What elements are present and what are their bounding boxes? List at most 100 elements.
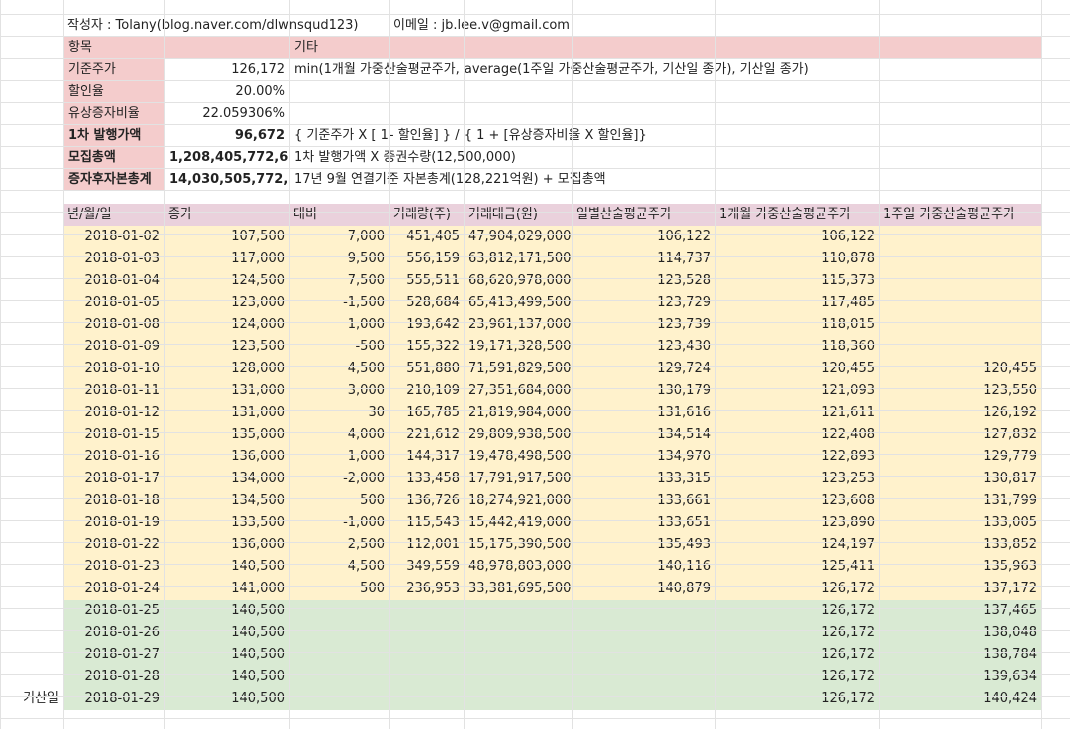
cell-daily-avg[interactable] (572, 688, 715, 710)
cell-1m-avg[interactable]: 121,093 (715, 380, 879, 402)
cell-daily-avg[interactable]: 106,122 (572, 226, 715, 248)
cell-close[interactable]: 131,000 (164, 380, 289, 402)
cell-diff[interactable] (289, 644, 389, 666)
cell-amount[interactable]: 47,904,029,000 (464, 226, 572, 248)
cell-close[interactable]: 141,000 (164, 578, 289, 600)
cell-1w-avg[interactable]: 131,799 (879, 490, 1041, 512)
cell-diff[interactable]: -1,000 (289, 512, 389, 534)
cell-diff[interactable]: 7,500 (289, 270, 389, 292)
cell-date[interactable]: 2018-01-16 (63, 446, 164, 468)
cell-1m-avg[interactable]: 122,408 (715, 424, 879, 446)
cell-1w-avg[interactable]: 120,455 (879, 358, 1041, 380)
cell-close[interactable]: 140,500 (164, 556, 289, 578)
cell-date[interactable]: 2018-01-29 (63, 688, 164, 710)
summary-header-blank[interactable] (164, 36, 289, 58)
cell-1w-avg[interactable]: 137,465 (879, 600, 1041, 622)
cell-date[interactable]: 2018-01-27 (63, 644, 164, 666)
cell-daily-avg[interactable]: 123,729 (572, 292, 715, 314)
cell-close[interactable]: 124,000 (164, 314, 289, 336)
cell-1w-avg[interactable]: 138,784 (879, 644, 1041, 666)
cell-1w-avg[interactable] (879, 292, 1041, 314)
cell-diff[interactable]: 4,000 (289, 424, 389, 446)
cell-daily-avg[interactable] (572, 600, 715, 622)
table-header-daily[interactable]: 일별산술평균주가 (572, 204, 715, 226)
summary-note[interactable] (289, 80, 1041, 102)
cell-1m-avg[interactable]: 123,253 (715, 468, 879, 490)
cell-amount[interactable] (464, 622, 572, 644)
cell-volume[interactable]: 528,684 (389, 292, 464, 314)
cell-1w-avg[interactable]: 133,852 (879, 534, 1041, 556)
cell-volume[interactable]: 155,322 (389, 336, 464, 358)
cell-diff[interactable]: 3,000 (289, 380, 389, 402)
cell-date[interactable]: 2018-01-08 (63, 314, 164, 336)
cell-daily-avg[interactable]: 133,315 (572, 468, 715, 490)
cell-amount[interactable] (464, 600, 572, 622)
cell-close[interactable]: 131,000 (164, 402, 289, 424)
cell-daily-avg[interactable]: 135,493 (572, 534, 715, 556)
cell-diff[interactable]: 500 (289, 490, 389, 512)
cell-1m-avg[interactable]: 121,611 (715, 402, 879, 424)
cell-daily-avg[interactable]: 133,661 (572, 490, 715, 512)
cell-amount[interactable]: 19,478,498,500 (464, 446, 572, 468)
cell-volume[interactable]: 136,726 (389, 490, 464, 512)
cell-daily-avg[interactable] (572, 666, 715, 688)
cell-volume[interactable] (389, 600, 464, 622)
cell-diff[interactable]: 4,500 (289, 556, 389, 578)
cell-close[interactable]: 117,000 (164, 248, 289, 270)
cell-daily-avg[interactable]: 134,514 (572, 424, 715, 446)
cell-1m-avg[interactable]: 123,608 (715, 490, 879, 512)
cell-volume[interactable]: 451,405 (389, 226, 464, 248)
cell-1w-avg[interactable] (879, 248, 1041, 270)
cell-diff[interactable] (289, 600, 389, 622)
summary-note[interactable] (289, 102, 1041, 124)
cell-daily-avg[interactable]: 134,970 (572, 446, 715, 468)
cell-daily-avg[interactable]: 123,739 (572, 314, 715, 336)
summary-label[interactable]: 기준주가 (63, 58, 164, 80)
summary-label[interactable]: 모집총액 (63, 146, 164, 168)
cell-amount[interactable]: 18,274,921,000 (464, 490, 572, 512)
summary-header-etc[interactable]: 기타 (289, 36, 1041, 58)
table-header-m1[interactable]: 1개월 가중산술평균주가 (715, 204, 879, 226)
cell-amount[interactable]: 19,171,328,500 (464, 336, 572, 358)
cell-close[interactable]: 140,500 (164, 622, 289, 644)
cell-1m-avg[interactable]: 126,172 (715, 600, 879, 622)
summary-value[interactable]: 20.00% (164, 80, 289, 102)
cell-amount[interactable]: 63,812,171,500 (464, 248, 572, 270)
summary-header-item[interactable]: 항목 (63, 36, 164, 58)
cell-date[interactable]: 2018-01-09 (63, 336, 164, 358)
cell-daily-avg[interactable]: 114,737 (572, 248, 715, 270)
cell-1m-avg[interactable]: 106,122 (715, 226, 879, 248)
cell-diff[interactable]: -500 (289, 336, 389, 358)
table-header-diff[interactable]: 대비 (289, 204, 389, 226)
cell-1m-avg[interactable]: 126,172 (715, 622, 879, 644)
table-header-amt[interactable]: 거래대금(원) (464, 204, 572, 226)
cell-date[interactable]: 2018-01-22 (63, 534, 164, 556)
cell-close[interactable]: 140,500 (164, 666, 289, 688)
summary-note[interactable]: 17년 9월 연결기준 자본총계(128,221억원) + 모집총액 (289, 168, 1041, 190)
cell-close[interactable]: 128,000 (164, 358, 289, 380)
cell-volume[interactable]: 349,559 (389, 556, 464, 578)
cell-amount[interactable]: 71,591,829,500 (464, 358, 572, 380)
cell-1m-avg[interactable]: 124,197 (715, 534, 879, 556)
cell-amount[interactable]: 17,791,917,500 (464, 468, 572, 490)
cell-volume[interactable]: 112,001 (389, 534, 464, 556)
table-header-date[interactable]: 년/월/일 (63, 204, 164, 226)
cell-volume[interactable]: 556,159 (389, 248, 464, 270)
cell-daily-avg[interactable] (572, 622, 715, 644)
cell-diff[interactable] (289, 622, 389, 644)
cell-date[interactable]: 2018-01-05 (63, 292, 164, 314)
summary-label[interactable]: 할인율 (63, 80, 164, 102)
cell-daily-avg[interactable]: 140,116 (572, 556, 715, 578)
cell-1m-avg[interactable]: 118,360 (715, 336, 879, 358)
cell-daily-avg[interactable]: 129,724 (572, 358, 715, 380)
cell-date[interactable]: 2018-01-24 (63, 578, 164, 600)
cell-date[interactable]: 2018-01-19 (63, 512, 164, 534)
cell-daily-avg[interactable]: 130,179 (572, 380, 715, 402)
summary-value[interactable]: 96,672 (164, 124, 289, 146)
cell-close[interactable]: 136,000 (164, 446, 289, 468)
cell-1w-avg[interactable]: 138,048 (879, 622, 1041, 644)
cell-1m-avg[interactable]: 120,455 (715, 358, 879, 380)
cell-1w-avg[interactable] (879, 226, 1041, 248)
cell-diff[interactable]: 1,000 (289, 314, 389, 336)
cell-1w-avg[interactable]: 140,424 (879, 688, 1041, 710)
